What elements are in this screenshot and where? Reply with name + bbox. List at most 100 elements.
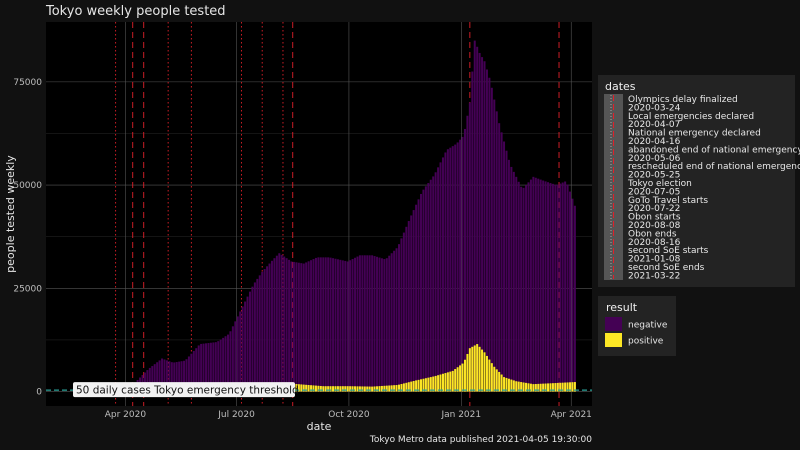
bar-negative [200, 343, 203, 392]
bar-positive [383, 385, 386, 392]
bar-negative [547, 182, 550, 392]
bar-negative [253, 282, 256, 392]
bar-positive [527, 383, 530, 392]
bar-negative [273, 258, 276, 392]
bar-positive [544, 383, 547, 392]
bar-negative [178, 361, 181, 392]
legend-result: result negative positive [598, 296, 676, 356]
bar-negative [229, 331, 232, 392]
bar-negative [302, 263, 305, 392]
bar-negative [512, 171, 515, 392]
bar-negative [349, 260, 352, 392]
bar-negative [175, 362, 178, 392]
bar-negative [226, 334, 230, 392]
bar-negative [358, 255, 361, 392]
bar-negative [490, 87, 493, 392]
bar-negative [498, 123, 501, 392]
bar-negative [398, 244, 401, 392]
bar-negative [266, 266, 269, 392]
bar-positive [554, 383, 557, 392]
bar-negative [212, 342, 215, 392]
bar-negative [305, 262, 308, 392]
bar-negative [168, 361, 171, 392]
bar-negative [393, 250, 396, 392]
bar-negative [214, 342, 217, 392]
legend-dates-entry: 2020-08-16 [628, 238, 681, 248]
bar-negative [187, 356, 190, 392]
bar-positive [439, 374, 442, 392]
bar-negative [346, 261, 349, 392]
bar-positive [368, 386, 371, 392]
bar-positive [525, 382, 528, 392]
legend-dates-entry: 2020-08-08 [628, 221, 681, 231]
bar-negative [510, 166, 513, 392]
bar-positive [388, 385, 391, 392]
bar-negative [336, 259, 339, 392]
bar-negative [463, 128, 466, 392]
bar-negative [151, 366, 154, 392]
bar-positive [456, 367, 459, 392]
legend-dates-entry: rescheduled end of national emergency [628, 162, 800, 172]
bar-negative [402, 232, 405, 392]
bar-negative [405, 226, 408, 392]
legend-dates-entry: Tokyo election [627, 179, 692, 189]
x-tick-label: Apr 2021 [551, 410, 592, 420]
bar-negative [434, 172, 437, 392]
bar-negative [314, 257, 317, 392]
bar-negative [185, 359, 188, 392]
bar-negative [205, 343, 208, 392]
bar-positive [561, 382, 564, 392]
bar-positive [505, 377, 508, 392]
bar-positive [495, 369, 498, 392]
bar-negative [163, 359, 166, 392]
bar-negative [556, 184, 559, 392]
bar-negative [471, 71, 474, 392]
bar-positive [410, 381, 413, 392]
legend-dates-title: dates [605, 80, 636, 93]
bar-positive [564, 382, 567, 392]
bar-negative [542, 180, 545, 392]
bar-negative [539, 179, 542, 392]
bar-positive [451, 370, 454, 392]
y-tick-label: 0 [36, 388, 42, 398]
bar-negative [561, 182, 564, 392]
bar-negative [422, 189, 425, 392]
legend-label-positive: positive [628, 337, 664, 347]
bar-positive [324, 386, 327, 392]
bar-negative [476, 46, 479, 392]
bar-negative [412, 210, 415, 392]
bar-negative [297, 262, 300, 392]
plot-area: 50 daily cases Tokyo emergency threshold [46, 22, 592, 406]
legend-dates: dates Olympics delay finalized2020-03-24… [598, 75, 800, 287]
bar-negative [449, 147, 452, 392]
bar-negative [351, 259, 354, 392]
bar-positive [339, 386, 342, 392]
bar-negative [192, 350, 195, 392]
bar-negative [217, 341, 220, 392]
bar-positive [549, 383, 552, 392]
bar-positive [556, 382, 559, 392]
bar-positive [297, 384, 300, 392]
bar-positive [571, 382, 574, 392]
bar-positive [471, 346, 474, 392]
bar-negative [324, 257, 327, 392]
bar-positive [503, 377, 506, 392]
bar-negative [285, 258, 288, 392]
legend-swatch-positive [605, 333, 622, 347]
bar-negative [270, 260, 273, 392]
bar-negative [231, 326, 234, 392]
bar-negative [390, 253, 393, 392]
bar-positive [520, 382, 523, 392]
legend-result-entries: negative positive [605, 317, 668, 347]
legend-dates-entry: 2020-04-07 [628, 120, 680, 130]
bar-negative [366, 255, 369, 392]
bar-negative [209, 342, 212, 392]
bar-positive [361, 386, 364, 392]
legend-swatch-negative [605, 317, 622, 331]
bar-negative [317, 257, 320, 392]
bar-positive [407, 382, 410, 392]
y-axis-label: people tested weekly [4, 155, 17, 273]
bar-positive [395, 385, 398, 392]
bar-positive [510, 379, 513, 392]
bar-positive [522, 382, 525, 392]
